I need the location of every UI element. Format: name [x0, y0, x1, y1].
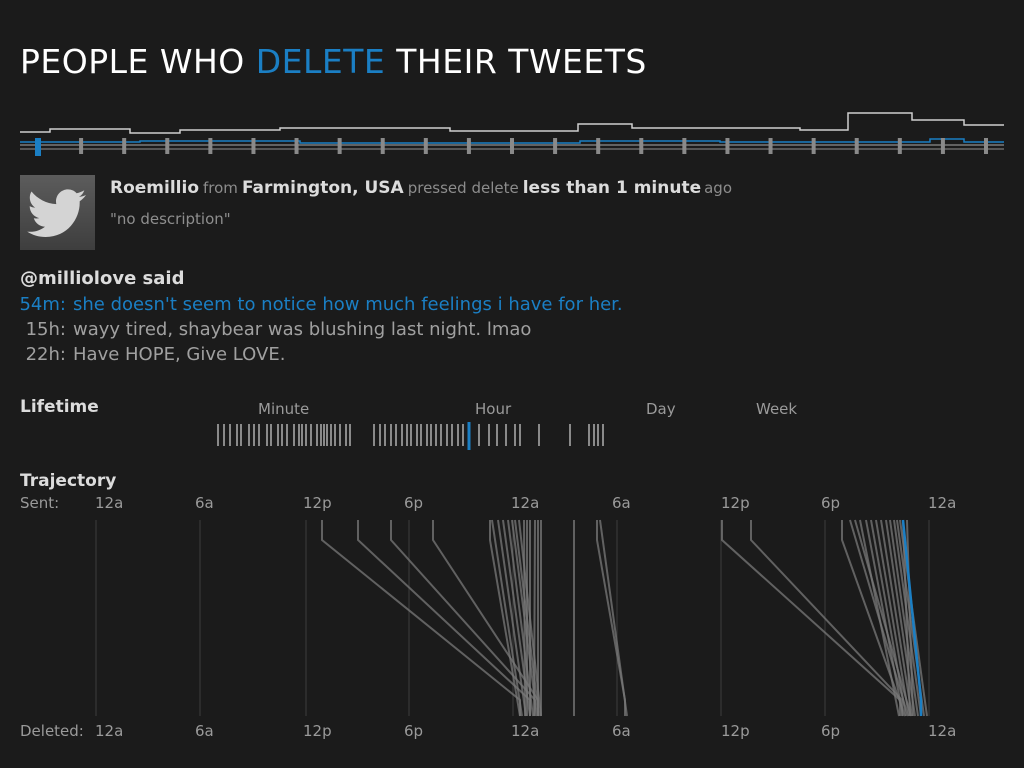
lifetime-scale-day: Day [646, 400, 676, 418]
trajectory-line [906, 519, 914, 717]
timeline-bar [811, 138, 816, 154]
trajectory-line [721, 520, 901, 716]
trajectory-line [489, 520, 521, 717]
sent-tick-label: 12p [721, 494, 750, 512]
tweet-author-heading: @milliolove said [20, 268, 185, 289]
lifetime-label: Lifetime [20, 397, 99, 417]
page-title: PEOPLE WHO DELETE THEIR TWEETS [20, 42, 647, 81]
title-accent-word: DELETE [255, 42, 386, 81]
user-location: Farmington, USA [241, 178, 404, 198]
timeline-bar [639, 138, 644, 154]
trajectory-line [854, 519, 912, 717]
trajectory-line [880, 519, 913, 717]
title-part-1: PEOPLE WHO [20, 42, 256, 81]
timeline-bar [423, 138, 428, 154]
trajectory-line [599, 519, 628, 717]
sent-axis-label: Sent: [20, 494, 60, 512]
tweet-age: 54m: [19, 294, 66, 315]
timeline-bar [466, 138, 471, 154]
deletion-timeline[interactable] [0, 0, 1024, 160]
profile-line: Roemillio from Farmington, USA pressed dele… [110, 178, 736, 198]
timeline-bar [294, 138, 299, 154]
tweet-age: 22h: [25, 344, 66, 365]
ago-word: ago [704, 179, 732, 197]
trajectory-label: Trajectory [20, 471, 117, 491]
deleted-tick-label: 12a [95, 722, 124, 740]
avatar [20, 175, 95, 250]
timeline-bar [122, 138, 127, 154]
deleted-tick-label: 12p [303, 722, 332, 740]
timeline-bar [596, 138, 601, 154]
trajectory-line [889, 519, 919, 717]
trajectory-line [321, 520, 521, 716]
deleted-axis-label: Deleted: [20, 722, 84, 740]
timeline-bar [380, 138, 385, 154]
timeline-bar [940, 138, 945, 154]
twitter-bird-icon [27, 189, 86, 237]
trajectory-line [533, 519, 536, 717]
trajectory-line [491, 519, 523, 717]
trajectory-line [841, 520, 906, 717]
sent-tick-label: 12a [95, 494, 124, 512]
lifetime-strip [217, 422, 604, 450]
trajectory-line [596, 520, 626, 716]
trajectory-line [497, 519, 527, 717]
title-part-2: THEIR TWEETS [385, 42, 647, 81]
deleted-tick-label: 12p [721, 722, 750, 740]
from-word: from [203, 179, 238, 197]
tweet-text: wayy tired, shaybear was blushing last n… [73, 319, 532, 340]
trajectory-line [865, 519, 904, 717]
user-description: "no description" [110, 210, 231, 228]
sent-tick-label: 6a [612, 494, 631, 512]
timeline-bar [854, 138, 859, 154]
sent-tick-label: 12a [928, 494, 957, 512]
timeline-bar [251, 138, 256, 154]
timeline-bar [337, 138, 342, 154]
deleted-tick-label: 12a [511, 722, 540, 740]
tweet-text: Have HOPE, Give LOVE. [73, 344, 286, 365]
delete-time: less than 1 minute [522, 178, 702, 198]
timeline-bar [725, 138, 730, 154]
timeline-bar [553, 138, 558, 154]
trajectory-line [870, 519, 907, 717]
pressed-delete-word: pressed delete [407, 179, 519, 197]
tweet-item-deleted: 54m: she doesn't seem to notice how much … [14, 294, 623, 315]
timeline-bar [510, 138, 514, 154]
trajectory-line [859, 519, 900, 717]
trajectory-line [902, 519, 911, 717]
user-name[interactable]: Roemillio [110, 178, 200, 198]
trajectory-line [885, 519, 916, 717]
tweet-text: she doesn't seem to notice how much feel… [73, 294, 623, 315]
timeline-bar [897, 138, 902, 154]
timeline-bar [984, 138, 988, 154]
trajectory-line [507, 519, 534, 717]
timeline-bar [768, 138, 773, 154]
sent-tick-label: 6p [821, 494, 841, 512]
lifetime-scale-minute: Minute [258, 400, 310, 418]
timeline-bar [79, 138, 84, 154]
timeline-bar [682, 138, 687, 154]
activity-line-total [20, 112, 1004, 134]
deleted-tick-label: 12a [928, 722, 957, 740]
timeline-bar [165, 138, 170, 154]
deleted-tick-label: 6a [612, 722, 631, 740]
sent-tick-label: 12a [511, 494, 540, 512]
sent-tick-label: 12p [303, 494, 332, 512]
deleted-tick-label: 6p [821, 722, 841, 740]
timeline-bar-selected [35, 138, 41, 156]
timeline-bar [208, 138, 213, 154]
deleted-tick-label: 6p [404, 722, 424, 740]
sent-tick-label: 6a [195, 494, 214, 512]
tweet-item: 15h: wayy tired, shaybear was blushing la… [14, 319, 532, 340]
sent-tick-label: 6p [404, 494, 424, 512]
trajectory-line [875, 519, 910, 717]
deleted-tick-label: 6a [195, 722, 214, 740]
trajectory-line [523, 519, 526, 717]
trajectory-line-selected [901, 519, 923, 716]
lifetime-scale-hour: Hour [475, 400, 512, 418]
tweet-item: 22h: Have HOPE, Give LOVE. [14, 344, 286, 365]
lifetime-scale-week: Week [756, 400, 798, 418]
tweet-age: 15h: [25, 319, 66, 340]
